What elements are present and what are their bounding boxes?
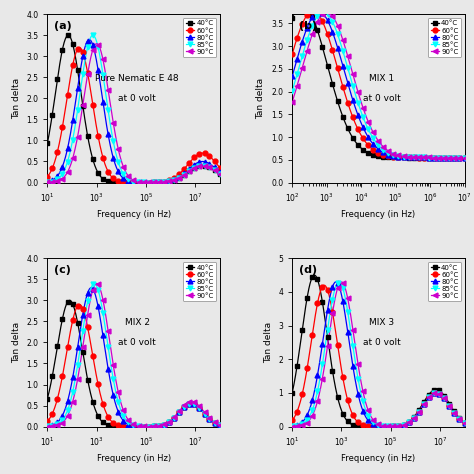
Text: Pure Nematic E 48: Pure Nematic E 48	[95, 73, 179, 82]
X-axis label: Frequency (in Hz): Frequency (in Hz)	[97, 454, 171, 463]
Y-axis label: Tan delta: Tan delta	[264, 322, 273, 363]
Y-axis label: Tan delta: Tan delta	[256, 78, 265, 119]
Text: at 0 volt: at 0 volt	[363, 94, 401, 103]
Y-axis label: Tan delta: Tan delta	[12, 78, 21, 119]
Text: MIX 3: MIX 3	[369, 318, 394, 327]
Text: MIX 2: MIX 2	[125, 318, 149, 327]
X-axis label: Frequency (in Hz): Frequency (in Hz)	[341, 210, 415, 219]
Text: (b): (b)	[299, 21, 317, 31]
Legend: 40°C, 60°C, 80°C, 85°C, 90°C: 40°C, 60°C, 80°C, 85°C, 90°C	[183, 262, 216, 301]
Legend: 40°C, 60°C, 80°C, 85°C, 90°C: 40°C, 60°C, 80°C, 85°C, 90°C	[428, 18, 461, 57]
Text: (c): (c)	[55, 265, 71, 275]
Text: at 0 volt: at 0 volt	[118, 338, 156, 347]
Legend: 40°C, 60°C, 80°C, 85°C, 90°C: 40°C, 60°C, 80°C, 85°C, 90°C	[183, 18, 216, 57]
Text: MIX 1: MIX 1	[369, 73, 394, 82]
Y-axis label: Tan delta: Tan delta	[12, 322, 21, 363]
Text: at 0 volt: at 0 volt	[363, 338, 401, 347]
Text: at 0 volt: at 0 volt	[118, 94, 156, 103]
X-axis label: Frequency (in Hz): Frequency (in Hz)	[341, 454, 415, 463]
Text: (d): (d)	[299, 265, 317, 275]
Text: (a): (a)	[55, 21, 72, 31]
X-axis label: Frequency (in Hz): Frequency (in Hz)	[97, 210, 171, 219]
Legend: 40°C, 60°C, 80°C, 85°C, 90°C: 40°C, 60°C, 80°C, 85°C, 90°C	[428, 262, 461, 301]
